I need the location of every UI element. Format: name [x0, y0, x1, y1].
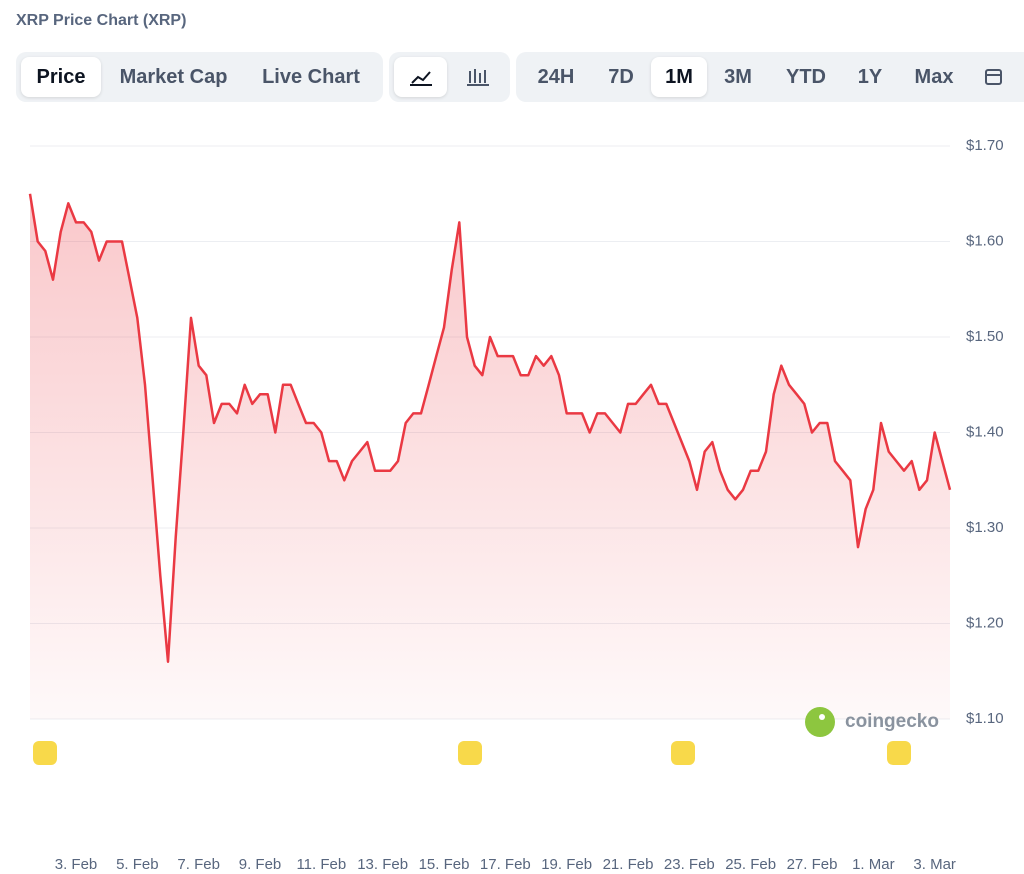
x-tick-label: 17. Feb [480, 856, 531, 873]
range-button[interactable]: 7D [608, 66, 634, 88]
y-tick-label: $1.30 [966, 519, 1004, 536]
tab[interactable]: Price [21, 57, 101, 97]
price-area [30, 193, 950, 720]
range-button[interactable]: 3M [724, 66, 752, 88]
x-tick-label: 13. Feb [357, 856, 408, 873]
x-tick-label: 21. Feb [603, 856, 654, 873]
tab[interactable]: Live Chart [262, 66, 360, 88]
x-tick-label: 9. Feb [239, 856, 282, 873]
y-tick-label: $1.10 [966, 710, 1004, 727]
x-tick-label: 7. Feb [177, 856, 220, 873]
x-tick-label: 25. Feb [725, 856, 776, 873]
range-button[interactable]: 1M [651, 57, 707, 97]
range-button[interactable]: 24H [537, 66, 575, 88]
x-tick-label: 3. Mar [913, 856, 956, 873]
y-tick-label: $1.20 [966, 614, 1004, 631]
x-tick-label: 5. Feb [116, 856, 159, 873]
range-button[interactable]: Max [914, 66, 954, 88]
price-line [28, 193, 952, 663]
y-tick-label: $1.70 [966, 137, 1004, 154]
x-tick-label: 15. Feb [419, 856, 470, 873]
x-tick-label: 27. Feb [787, 856, 838, 873]
x-tick-label: 1. Mar [852, 856, 895, 873]
range-button[interactable]: YTD [786, 66, 826, 88]
chart-title: XRP Price Chart (XRP) [16, 12, 186, 29]
tab[interactable]: Market Cap [119, 66, 228, 88]
x-tick-label: 19. Feb [541, 856, 592, 873]
candle-chart-button[interactable] [453, 57, 503, 97]
x-tick-label: 23. Feb [664, 856, 715, 873]
line-chart-button[interactable] [394, 57, 447, 97]
watermark-logo-eye [819, 714, 825, 720]
range-group: 24H 7D 1M 3M YTD 1Y Max [516, 52, 1024, 102]
y-tick-label: $1.50 [966, 328, 1004, 345]
x-tick-label: 11. Feb [296, 856, 346, 873]
event-markers [33, 741, 911, 765]
calendar-button[interactable] [978, 57, 1008, 97]
y-tick-label: $1.40 [966, 423, 1004, 440]
range-button[interactable]: 1Y [857, 66, 883, 88]
x-tick-label: 3. Feb [55, 856, 98, 873]
tab-group: Price Market Cap Live Chart [16, 52, 383, 102]
watermark: coingecko [845, 711, 939, 732]
chart-type-group [389, 52, 510, 102]
watermark-logo [805, 707, 835, 737]
y-tick-label: $1.60 [966, 232, 1004, 249]
